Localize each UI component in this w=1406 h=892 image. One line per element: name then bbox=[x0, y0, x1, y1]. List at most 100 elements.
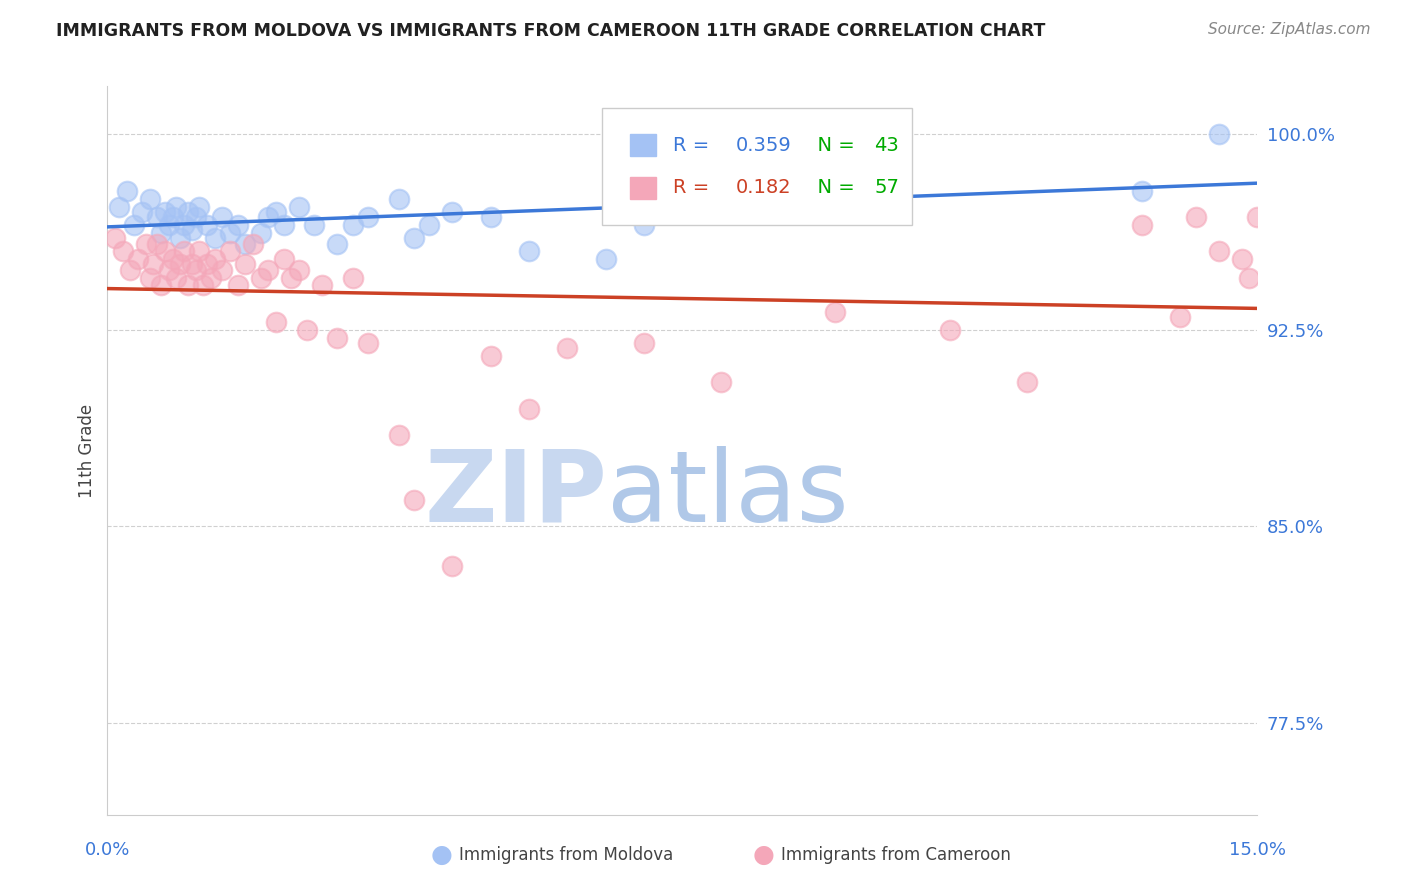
Point bbox=[249, 270, 271, 285]
Point bbox=[165, 200, 187, 214]
Text: Immigrants from Cameroon: Immigrants from Cameroon bbox=[782, 846, 1011, 863]
Text: ●: ● bbox=[752, 843, 775, 867]
Point bbox=[150, 226, 173, 240]
Point bbox=[135, 236, 157, 251]
Text: Source: ZipAtlas.com: Source: ZipAtlas.com bbox=[1208, 22, 1371, 37]
Point bbox=[1246, 211, 1268, 225]
Point bbox=[200, 270, 222, 285]
Point bbox=[153, 244, 176, 259]
Point bbox=[233, 236, 256, 251]
Text: 57: 57 bbox=[875, 178, 898, 197]
Point bbox=[233, 258, 256, 272]
Text: 0.182: 0.182 bbox=[737, 178, 792, 197]
Point bbox=[127, 252, 149, 267]
Point bbox=[131, 205, 153, 219]
FancyBboxPatch shape bbox=[630, 134, 655, 156]
Point bbox=[204, 252, 226, 267]
Point bbox=[326, 236, 349, 251]
Point bbox=[195, 218, 218, 232]
Point bbox=[111, 244, 134, 259]
Point bbox=[120, 262, 142, 277]
Point bbox=[264, 205, 287, 219]
Point bbox=[1230, 252, 1253, 267]
Point bbox=[184, 262, 207, 277]
Point bbox=[939, 323, 962, 337]
Point bbox=[1170, 310, 1192, 324]
Point bbox=[1130, 218, 1153, 232]
Point bbox=[138, 192, 160, 206]
Point bbox=[146, 236, 169, 251]
Point bbox=[342, 270, 364, 285]
Point bbox=[388, 192, 411, 206]
Point bbox=[257, 211, 280, 225]
Point bbox=[122, 218, 145, 232]
Point bbox=[304, 218, 326, 232]
Point bbox=[162, 211, 184, 225]
Point bbox=[273, 252, 295, 267]
Text: 0.359: 0.359 bbox=[737, 136, 792, 154]
Point bbox=[150, 278, 173, 293]
Point bbox=[479, 349, 502, 363]
Point bbox=[1130, 184, 1153, 198]
Point bbox=[180, 258, 202, 272]
Point bbox=[157, 262, 180, 277]
Point bbox=[633, 336, 655, 351]
Point bbox=[153, 205, 176, 219]
Text: Immigrants from Moldova: Immigrants from Moldova bbox=[460, 846, 673, 863]
Point bbox=[441, 205, 464, 219]
FancyBboxPatch shape bbox=[630, 177, 655, 199]
Point bbox=[1017, 376, 1039, 390]
Text: 43: 43 bbox=[875, 136, 898, 154]
Point bbox=[402, 493, 425, 508]
Point bbox=[180, 223, 202, 237]
Point bbox=[146, 211, 169, 225]
Point bbox=[226, 278, 249, 293]
Point bbox=[211, 211, 233, 225]
Point bbox=[169, 231, 191, 245]
Point bbox=[357, 336, 380, 351]
Point bbox=[219, 244, 242, 259]
Point bbox=[288, 262, 311, 277]
Point bbox=[709, 376, 731, 390]
Point bbox=[288, 200, 311, 214]
Text: ZIP: ZIP bbox=[425, 446, 607, 542]
Point bbox=[342, 218, 364, 232]
Point bbox=[115, 184, 138, 198]
Point bbox=[1239, 270, 1261, 285]
Text: ●: ● bbox=[430, 843, 453, 867]
Point bbox=[326, 331, 349, 345]
Text: N =: N = bbox=[806, 136, 862, 154]
Point bbox=[195, 258, 218, 272]
Text: IMMIGRANTS FROM MOLDOVA VS IMMIGRANTS FROM CAMEROON 11TH GRADE CORRELATION CHART: IMMIGRANTS FROM MOLDOVA VS IMMIGRANTS FR… bbox=[56, 22, 1046, 40]
Point bbox=[264, 315, 287, 329]
Y-axis label: 11th Grade: 11th Grade bbox=[79, 403, 96, 498]
Point bbox=[357, 211, 380, 225]
Point bbox=[242, 236, 264, 251]
Point bbox=[108, 200, 131, 214]
Point bbox=[1208, 244, 1230, 259]
Point bbox=[142, 258, 165, 272]
Text: N =: N = bbox=[806, 178, 862, 197]
Point bbox=[311, 278, 333, 293]
Point bbox=[479, 211, 502, 225]
Point bbox=[226, 218, 249, 232]
Point bbox=[188, 244, 211, 259]
Point bbox=[204, 231, 226, 245]
Point bbox=[441, 558, 464, 573]
Point bbox=[786, 174, 808, 188]
Point bbox=[184, 211, 207, 225]
Point bbox=[273, 218, 295, 232]
Point bbox=[173, 244, 195, 259]
Point bbox=[177, 278, 200, 293]
Point bbox=[188, 200, 211, 214]
Text: R =: R = bbox=[673, 178, 716, 197]
Point bbox=[633, 218, 655, 232]
Text: R =: R = bbox=[673, 136, 716, 154]
Text: 15.0%: 15.0% bbox=[1229, 841, 1285, 859]
Point bbox=[165, 270, 187, 285]
Text: 0.0%: 0.0% bbox=[84, 841, 131, 859]
Point bbox=[169, 258, 191, 272]
FancyBboxPatch shape bbox=[602, 108, 912, 225]
Point bbox=[193, 278, 215, 293]
Point bbox=[295, 323, 318, 337]
